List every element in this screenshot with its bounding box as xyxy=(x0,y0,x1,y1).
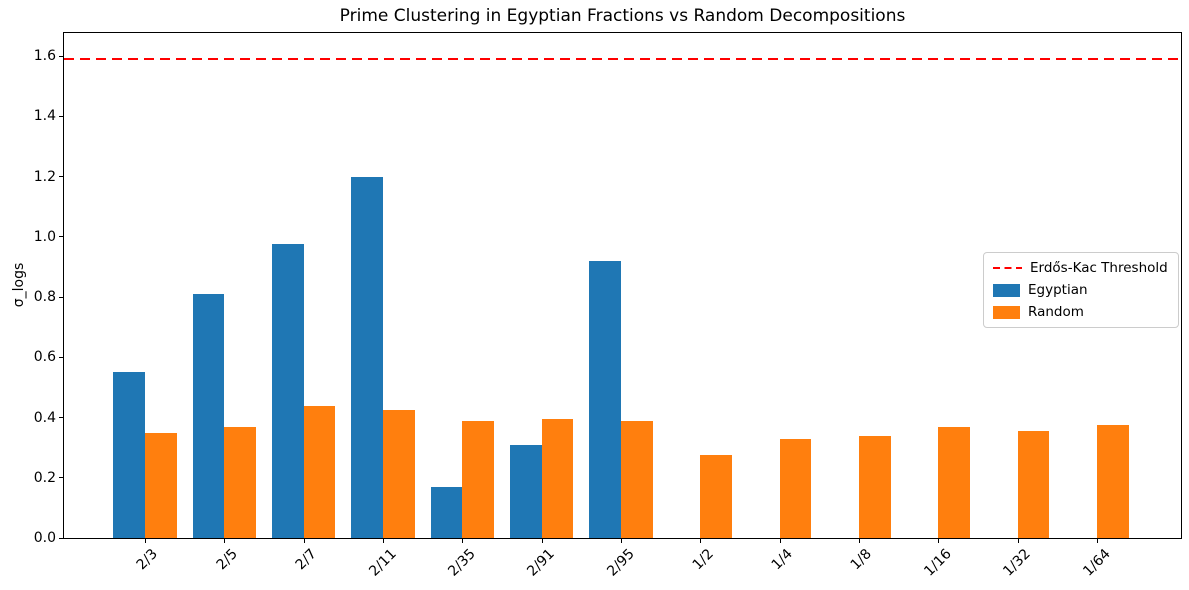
x-tick-label: 1/32 xyxy=(1000,546,1034,580)
x-tick-label: 1/8 xyxy=(848,546,876,574)
y-tick-label: 0.8 xyxy=(33,289,56,306)
bar-egyptian-2-3 xyxy=(113,372,145,538)
x-tick-label: 2/5 xyxy=(213,546,241,574)
x-tick-label: 2/95 xyxy=(603,546,638,580)
bar-egyptian-2-5 xyxy=(192,294,225,538)
x-tick-mark xyxy=(1096,539,1098,543)
bar-random-2-11 xyxy=(382,410,415,538)
y-tick-mark xyxy=(59,296,63,298)
x-tick-label: 1/16 xyxy=(921,546,955,580)
x-tick-mark xyxy=(779,539,781,543)
bar-random-2-7 xyxy=(303,405,336,538)
x-tick-label: 1/4 xyxy=(768,546,796,574)
chart-title: Prime Clustering in Egyptian Fractions v… xyxy=(339,6,906,26)
y-tick-mark xyxy=(59,176,63,178)
y-tick-mark xyxy=(59,537,63,539)
legend-label-egyptian: Egyptian xyxy=(1028,282,1088,298)
legend-entry-egyptian: Egyptian xyxy=(993,282,1168,298)
y-tick-mark xyxy=(59,55,63,57)
bar-random-2-3 xyxy=(145,432,177,538)
color-swatch-icon xyxy=(993,283,1020,297)
bar-egyptian-2-11 xyxy=(351,176,383,538)
x-tick-mark xyxy=(700,539,702,543)
y-tick-label: 1.6 xyxy=(33,48,56,65)
x-tick-mark xyxy=(145,539,146,543)
x-tick-label: 1/2 xyxy=(689,546,717,574)
color-swatch-icon xyxy=(993,305,1020,319)
x-tick-mark xyxy=(462,539,464,543)
x-tick-label: 2/3 xyxy=(134,546,162,574)
x-tick-mark xyxy=(224,539,226,543)
x-tick-label: 2/7 xyxy=(292,546,320,574)
y-tick-label: 1.2 xyxy=(33,168,56,185)
y-tick-label: 1.0 xyxy=(33,228,56,245)
x-tick-mark xyxy=(303,539,305,543)
legend-label-threshold: Erdős-Kac Threshold xyxy=(1030,260,1168,276)
bar-random-1-4 xyxy=(779,438,812,538)
x-tick-mark xyxy=(541,539,543,543)
bar-random-2-95 xyxy=(620,420,653,538)
bar-random-1-32 xyxy=(1017,431,1050,538)
bar-random-2-35 xyxy=(462,420,494,538)
y-tick-label: 0.0 xyxy=(33,530,56,546)
legend-entry-threshold: Erdős-Kac Threshold xyxy=(993,260,1168,276)
x-tick-mark xyxy=(1017,539,1019,543)
x-tick-label: 2/91 xyxy=(524,546,558,580)
y-tick-mark xyxy=(59,236,63,238)
dashed-line-icon xyxy=(993,267,1022,269)
legend: Erdős-Kac Threshold Egyptian Random xyxy=(983,252,1179,328)
y-tick-mark xyxy=(59,115,63,117)
bar-random-1-2 xyxy=(700,455,732,538)
bar-egyptian-2-7 xyxy=(271,244,304,538)
bar-egyptian-2-91 xyxy=(509,444,542,538)
y-tick-mark xyxy=(59,477,63,479)
legend-entry-random: Random xyxy=(993,304,1168,320)
threshold-line xyxy=(64,58,1181,61)
y-tick-label: 0.2 xyxy=(33,469,56,486)
y-tick-label: 1.4 xyxy=(33,108,56,125)
bar-random-1-64 xyxy=(1096,425,1129,538)
y-tick-mark xyxy=(59,417,63,419)
x-tick-label: 1/64 xyxy=(1079,546,1114,580)
y-tick-label: 0.4 xyxy=(33,409,56,426)
x-tick-label: 2/11 xyxy=(365,546,400,580)
legend-label-random: Random xyxy=(1028,304,1084,320)
bar-random-1-8 xyxy=(858,435,891,538)
y-tick-mark xyxy=(59,356,63,358)
bar-random-2-5 xyxy=(224,426,257,538)
bar-egyptian-2-35 xyxy=(430,486,463,538)
bar-random-1-16 xyxy=(938,426,970,538)
x-tick-label: 2/35 xyxy=(445,546,479,580)
bar-random-2-91 xyxy=(541,419,574,538)
x-tick-mark xyxy=(620,539,622,543)
x-tick-mark xyxy=(938,539,940,543)
x-tick-mark xyxy=(382,539,384,543)
bar-egyptian-2-95 xyxy=(589,260,621,538)
y-tick-label: 0.6 xyxy=(33,349,56,366)
x-tick-mark xyxy=(858,539,860,543)
